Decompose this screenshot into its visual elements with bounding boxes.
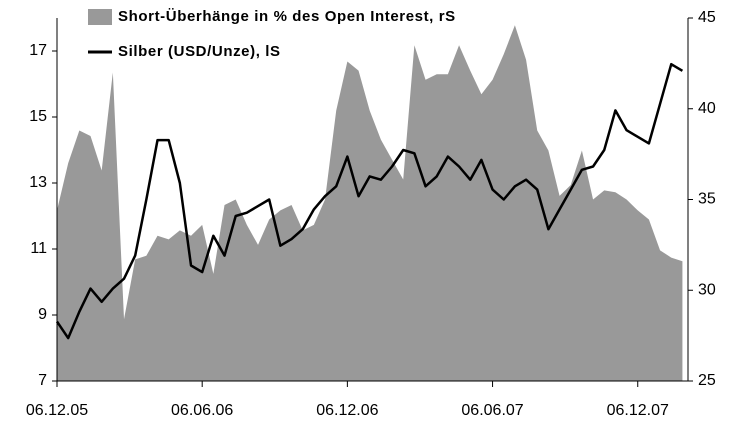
y-tick-label: 11 [30,240,47,257]
y2-tick-label: 35 [698,191,716,208]
y-tick-label: 15 [29,108,47,125]
y2-tick-label: 30 [698,281,716,298]
x-tick-label: 06.12.05 [26,402,88,419]
y2-tick-label: 45 [698,9,716,26]
y-tick-label: 13 [29,174,47,191]
y2-tick-label: 40 [698,100,716,117]
area [57,25,683,381]
x-tick-label: 06.12.06 [316,402,378,419]
plot [55,25,684,381]
x-tick-label: 06.12.07 [607,402,669,419]
y-tick-label: 9 [38,306,47,323]
y-tick-label: 17 [29,42,47,59]
y-tick-label: 7 [38,372,47,389]
x-tick-label: 06.06.06 [171,402,233,419]
line [55,62,684,340]
legend-label: Silber (USD/Unze), lS [118,43,281,60]
y2-tick-label: 25 [698,372,716,389]
legend-swatch [88,9,112,25]
legend-label: Short-Überhänge in % des Open Interest, … [118,8,456,25]
x-tick-label: 06.06.07 [461,402,523,419]
